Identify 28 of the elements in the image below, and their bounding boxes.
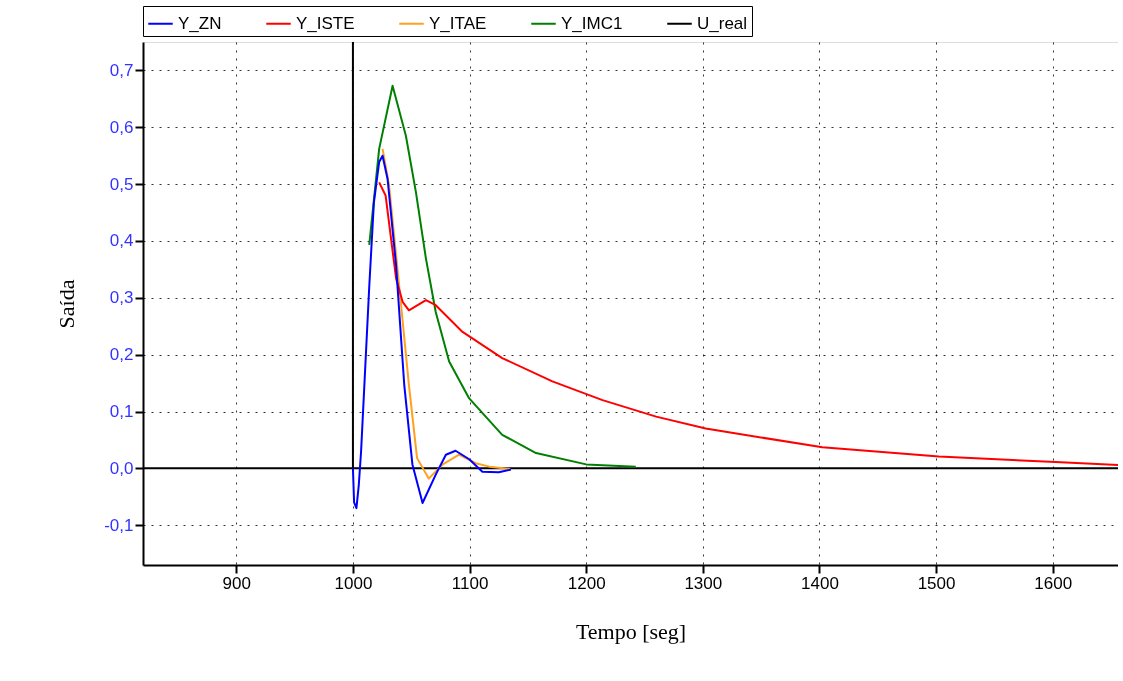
y-tick-label: 0,6 — [109, 117, 134, 137]
x-tick-label: 1500 — [917, 573, 956, 593]
line-series — [351, 154, 512, 510]
legend-label: Y_ITAE — [429, 13, 487, 33]
y-tick-label: -0,1 — [104, 515, 134, 535]
y-tick-label: 0,5 — [109, 174, 134, 194]
y-tick-label: 0,2 — [109, 345, 134, 365]
x-tick-label: 1600 — [1034, 573, 1073, 593]
y-tick-label: 0,3 — [109, 288, 134, 308]
x-tick-label: 1300 — [684, 573, 723, 593]
legend-label: U_real — [697, 13, 748, 33]
x-tick-label: 900 — [222, 573, 251, 593]
x-tick-label: 1200 — [567, 573, 606, 593]
line-series — [368, 84, 637, 468]
legend-label: Y_ZN — [178, 13, 222, 33]
x-tick-label: 1100 — [451, 573, 489, 593]
legend-label: Y_ISTE — [296, 13, 355, 33]
legend-label: Y_IMC1 — [561, 13, 623, 33]
x-tick-label: 1000 — [334, 573, 373, 593]
x-tick-label: 1400 — [801, 573, 839, 593]
x-axis-title: Tempo [seg] — [575, 618, 687, 644]
y-tick-label: 0,0 — [109, 458, 134, 478]
y-tick-label: 0,7 — [109, 60, 134, 80]
line-series — [378, 181, 1118, 466]
y-tick-label: 0,4 — [109, 231, 134, 251]
line-series — [381, 147, 512, 480]
y-tick-label: 0,1 — [109, 402, 134, 422]
y-axis-title: Saída — [54, 279, 80, 329]
